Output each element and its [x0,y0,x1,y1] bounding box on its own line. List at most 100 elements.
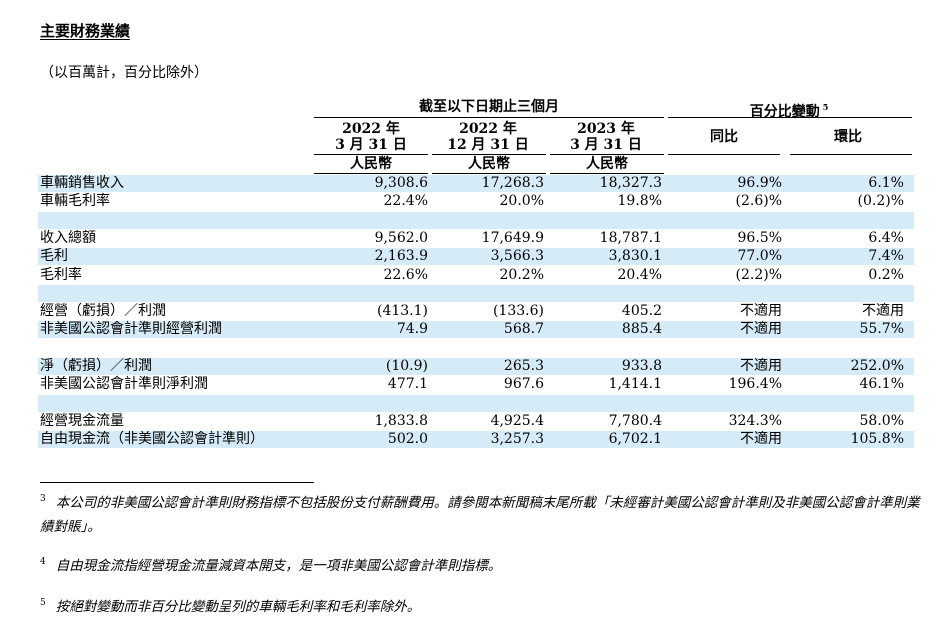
table-spacer-row [38,211,914,229]
cell-c1: 9,562.0 [374,229,428,246]
units-note: （以百萬計，百分比除外） [40,65,208,81]
currency-rule-2 [432,173,546,174]
col-rule-2 [432,154,546,155]
section-title: 主要財務業績 [40,22,131,40]
row-label: 收入總額 [40,229,96,246]
cell-c4: 96.5% [737,229,782,246]
cell-c2: 3,257.3 [490,431,544,448]
cell-c1: 22.6% [383,266,428,283]
cell-c1: 9,308.6 [374,175,428,191]
col-rule-4 [668,154,780,155]
footnote-3: 3 本公司的非美國公認會計準則財務指標不包括股份支付薪酬費用。請參閱本新聞稿末尾所… [40,494,920,535]
currency-rule-1 [314,173,428,174]
cell-c2: 20.0% [499,193,544,210]
table-spacer-row [38,284,914,302]
table-row: 淨（虧損）／利潤 (10.9) 265.3 933.8 不適用 252.0% [38,358,914,375]
row-label: 毛利率 [40,266,82,283]
cell-c3: 7,780.4 [608,412,662,429]
cell-c3: 18,787.1 [599,229,662,246]
cell-c2: 4,925.4 [490,412,544,429]
footnote-rule [40,482,314,483]
cell-c5: 7.4% [868,248,904,265]
col-header-yoy: 同比 [710,129,738,145]
change-group-header: 百分比變動 5 [749,102,829,120]
col-rule-5 [790,154,912,155]
cell-c4: 96.9% [737,175,782,191]
footnote-5: 5 按絕對變動而非百分比變動呈列的車輛毛利率和毛利率除外。 [40,598,421,615]
cell-c4: 77.0% [737,248,782,265]
table-row: 非美國公認會計準則淨利潤 477.1 967.6 1,414.1 196.4% 46.1% [38,376,914,393]
cell-c4: (2.2)% [735,266,783,283]
row-label: 非美國公認會計準則經營利潤 [40,321,222,338]
table-row: 自由現金流（非美國公認會計準則） 502.0 3,257.3 6,702.1 不適用 10… [38,431,914,449]
cell-c2: 17,649.9 [481,229,544,246]
cell-c5: 252.0% [850,358,904,374]
period-group-header: 截至以下日期止三個月 [419,99,559,115]
cell-c3: 405.2 [621,303,662,320]
row-label: 非美國公認會計準則淨利潤 [40,376,208,393]
cell-c2: 568.7 [503,321,544,338]
table-row: 經營（虧損）／利潤 (413.1) (133.6) 405.2 不適用 不適用 [38,303,914,320]
currency-label-2: 人民幣 [468,156,510,172]
cell-c3: 1,414.1 [608,376,662,393]
cell-c5: 55.7% [859,321,904,338]
currency-label-1: 人民幣 [350,156,392,172]
row-label: 經營現金流量 [40,412,124,429]
cell-c2: 265.3 [503,358,544,374]
col-rule-1 [314,154,428,155]
cell-c5: 58.0% [859,412,904,429]
row-label: 車輛毛利率 [40,193,110,210]
row-label: 淨（虧損）／利潤 [40,358,152,374]
cell-c2: 3,566.3 [490,248,544,265]
cell-c2: (133.6) [492,303,544,320]
cell-c3: 6,702.1 [608,431,662,448]
cell-c1: 74.9 [396,321,428,338]
row-label: 經營（虧損）／利潤 [40,303,166,320]
cell-c5: 不適用 [862,303,904,320]
row-label: 毛利 [40,248,68,265]
cell-c1: 477.1 [387,376,428,393]
table-spacer-row [38,340,914,357]
table-row: 經營現金流量 1,833.8 4,925.4 7,780.4 324.3% 58.0% [38,413,914,430]
cell-c1: 22.4% [383,193,428,210]
cell-c5: 0.2% [868,266,904,283]
col-header-2022-12: 2022 年 12 月 31 日 [447,121,529,153]
cell-c4: 不適用 [740,321,782,338]
table-row: 車輛毛利率 22.4% 20.0% 19.8% (2.6)% (0.2)% [38,193,914,210]
currency-rule-3 [550,173,664,174]
cell-c1: 1,833.8 [374,412,428,429]
currency-label-3: 人民幣 [586,156,628,172]
cell-c5: 105.8% [850,431,904,448]
cell-c4: 不適用 [740,358,782,374]
row-label: 車輛銷售收入 [40,175,124,191]
table-spacer-row [38,394,914,412]
header-rule-period [314,117,664,118]
cell-c5: (0.2)% [857,193,905,210]
cell-c1: 2,163.9 [374,248,428,265]
cell-c4: 196.4% [728,376,782,393]
cell-c3: 933.8 [621,358,662,374]
cell-c2: 967.6 [503,376,544,393]
cell-c4: 不適用 [740,303,782,320]
table-row: 非美國公認會計準則經營利潤 74.9 568.7 885.4 不適用 55.7% [38,321,914,339]
cell-c5: 6.1% [868,175,904,191]
cell-c4: 不適用 [740,431,782,448]
cell-c3: 885.4 [621,321,662,338]
cell-c1: (413.1) [376,303,428,320]
col-rule-3 [550,154,664,155]
table-row: 毛利 2,163.9 3,566.3 3,830.1 77.0% 7.4% [38,248,914,266]
cell-c4: 324.3% [728,412,782,429]
cell-c1: (10.9) [385,358,428,374]
cell-c3: 3,830.1 [608,248,662,265]
cell-c3: 19.8% [617,193,662,210]
cell-c4: (2.6)% [735,193,783,210]
cell-c1: 502.0 [387,431,428,448]
cell-c3: 18,327.3 [599,175,662,191]
footnote-ref-5: 5 [822,102,829,112]
table-row: 車輛銷售收入 9,308.6 17,268.3 18,327.3 96.9% 6.1% [38,175,914,192]
cell-c2: 20.2% [499,266,544,283]
table-row: 毛利率 22.6% 20.2% 20.4% (2.2)% 0.2% [38,267,914,284]
row-label: 自由現金流（非美國公認會計準則） [40,431,264,448]
cell-c3: 20.4% [617,266,662,283]
